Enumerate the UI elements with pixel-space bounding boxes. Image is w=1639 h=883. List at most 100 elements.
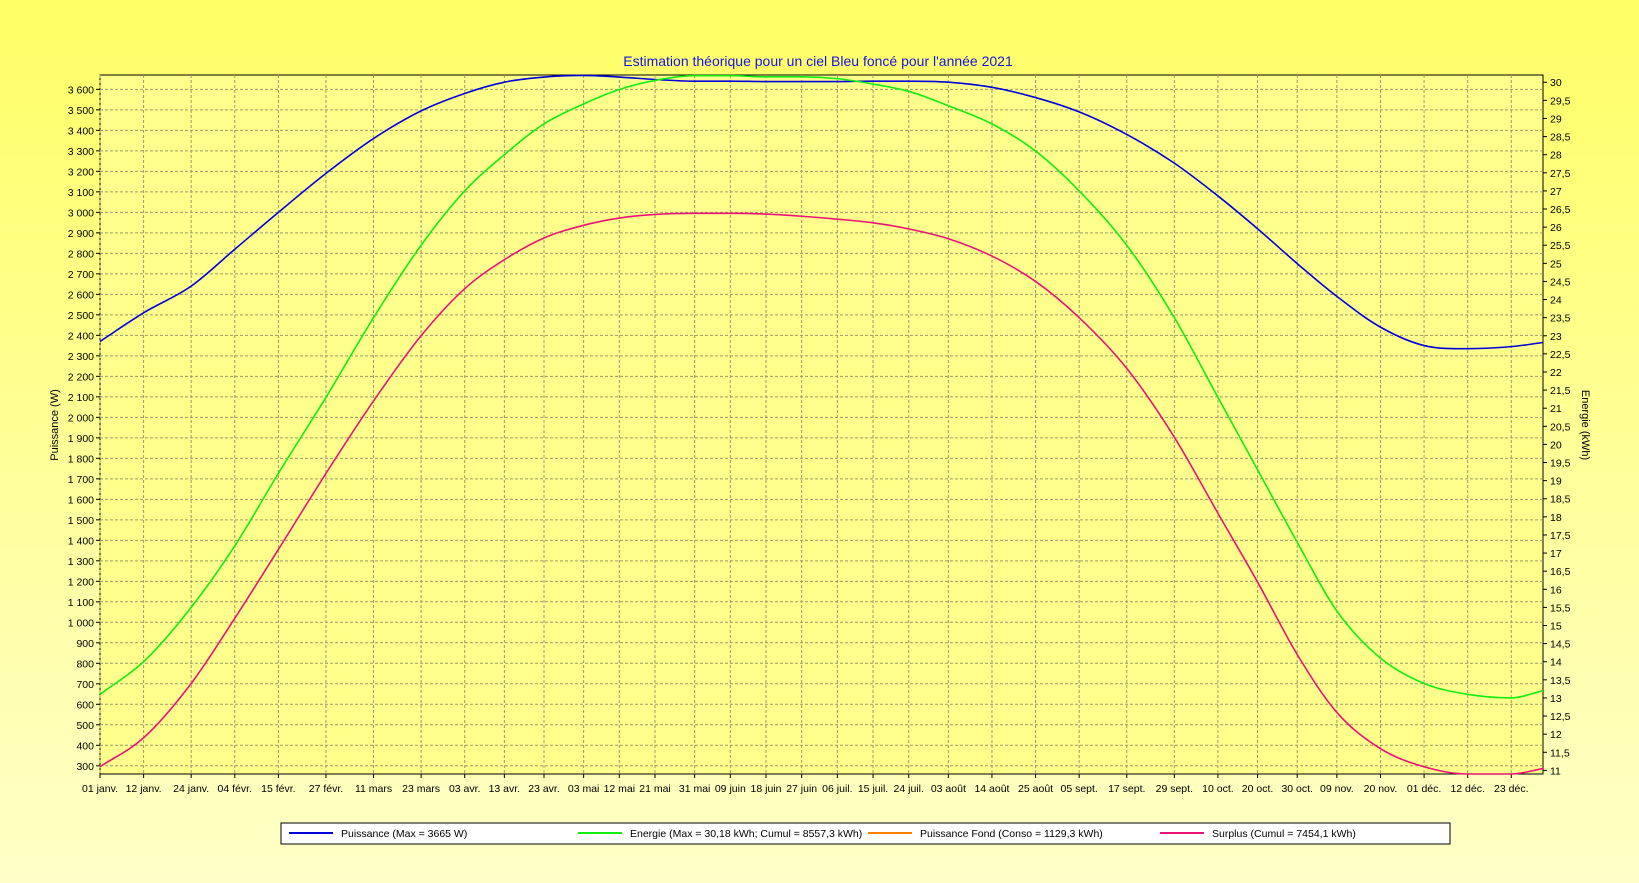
y-left-tick-label: 1 000 — [68, 617, 94, 629]
y-left-tick-label: 400 — [76, 740, 94, 752]
y-left-tick-label: 3 000 — [68, 207, 94, 219]
y-left-tick-label: 2 600 — [68, 289, 94, 301]
y-right-tick-label: 22 — [1550, 367, 1562, 379]
y-left-tick-label: 600 — [76, 699, 94, 711]
y-right-tick-label: 18 — [1550, 512, 1562, 524]
x-tick-label: 30 oct. — [1281, 783, 1313, 795]
y-left-tick-label: 2 200 — [68, 371, 94, 383]
y-right-tick-label: 15 — [1550, 621, 1562, 633]
y-right-tick-label: 13 — [1550, 693, 1562, 705]
y-left-tick-label: 2 100 — [68, 392, 94, 404]
series-line-1 — [99, 74, 1544, 699]
y-right-tick-label: 12 — [1550, 729, 1562, 741]
y-right-tick-label: 22,5 — [1550, 349, 1571, 361]
legend-box — [280, 822, 1451, 845]
x-tick-label: 24 juil. — [894, 783, 924, 795]
y-left-tick-label: 2 000 — [68, 412, 94, 424]
plot-area — [99, 74, 1544, 775]
y-right-tick-label: 17,5 — [1550, 530, 1571, 542]
x-tick-label: 01 déc. — [1407, 783, 1441, 795]
legend: Puissance (Max = 3665 W) Energie (Max = 3… — [280, 822, 1451, 845]
y-right-tick-label: 30 — [1550, 77, 1562, 89]
y-right-tick-label: 24 — [1550, 295, 1562, 307]
x-tick-label: 03 mai — [568, 783, 600, 795]
y-right-tick-label: 27,5 — [1550, 168, 1571, 180]
y-right-tick-label: 25 — [1550, 258, 1562, 270]
y-left-tick-label: 3 200 — [68, 166, 94, 178]
x-tick-label: 03 août — [931, 783, 966, 795]
y-right-tick-label: 16,5 — [1550, 566, 1571, 578]
x-tick-label: 20 oct. — [1242, 783, 1274, 795]
y-left-tick-label: 2 300 — [68, 351, 94, 363]
x-tick-label: 29 sept. — [1156, 783, 1193, 795]
x-tick-label: 20 nov. — [1364, 783, 1398, 795]
x-tick-label: 23 avr. — [528, 783, 560, 795]
y-right-tick-label: 13,5 — [1550, 675, 1571, 687]
y-left-tick-label: 2 900 — [68, 228, 94, 240]
y-right-tick-label: 21 — [1550, 403, 1562, 415]
x-tick-label: 11 mars — [355, 783, 392, 795]
right-axis-ticks: 11 11,5 12 12,5 13 13,5 14 14,5 15 15,5 16 16,5 17 17… — [1543, 77, 1571, 777]
y-right-tick-label: 29 — [1550, 113, 1562, 125]
y-right-tick-label: 14,5 — [1550, 639, 1571, 651]
y-right-tick-label: 19 — [1550, 476, 1562, 488]
y-right-tick-label: 28,5 — [1550, 132, 1571, 144]
y-right-tick-label: 15,5 — [1550, 602, 1571, 614]
x-tick-label: 23 mars — [402, 783, 440, 795]
y-right-tick-label: 29,5 — [1550, 95, 1571, 107]
y-right-tick-label: 24,5 — [1550, 276, 1571, 288]
legend-label-0: Puissance (Max = 3665 W) — [341, 828, 467, 840]
y-left-tick-label: 3 100 — [68, 187, 94, 199]
x-tick-label: 01 janv. — [82, 783, 118, 795]
y-right-tick-label: 21,5 — [1550, 385, 1571, 397]
y-left-tick-label: 1 700 — [68, 474, 94, 486]
y-right-tick-label: 23 — [1550, 331, 1562, 343]
y-right-tick-label: 12,5 — [1550, 711, 1571, 723]
y-right-tick-label: 28 — [1550, 150, 1562, 162]
y-right-tick-label: 11,5 — [1550, 747, 1570, 759]
x-tick-label: 23 déc. — [1494, 783, 1528, 795]
x-axis-ticks: 01 janv. 12 janv. 24 janv. 04 févr. 15 févr.… — [82, 774, 1529, 795]
y-left-tick-label: 3 600 — [68, 84, 94, 96]
x-tick-label: 04 févr. — [218, 783, 252, 795]
series-line-3 — [99, 212, 1544, 775]
y-left-tick-label: 2 500 — [68, 310, 94, 322]
y-left-tick-label: 3 400 — [68, 125, 94, 137]
y-left-tick-label: 1 300 — [68, 556, 94, 568]
x-tick-label: 25 août — [1018, 783, 1053, 795]
y-left-tick-label: 500 — [76, 720, 94, 732]
x-tick-label: 12 janv. — [126, 783, 162, 795]
y-left-tick-label: 2 700 — [68, 269, 94, 281]
y-left-tick-label: 1 800 — [68, 453, 94, 465]
x-tick-label: 15 juil. — [858, 783, 888, 795]
y-right-tick-label: 16 — [1550, 584, 1562, 596]
y-left-tick-label: 3 300 — [68, 146, 94, 158]
y-right-tick-label: 11 — [1550, 765, 1561, 777]
x-tick-label: 13 avr. — [489, 783, 521, 795]
y-right-tick-label: 18,5 — [1550, 494, 1571, 506]
x-tick-label: 03 avr. — [449, 783, 481, 795]
y-left-tick-label: 1 900 — [68, 433, 94, 445]
x-tick-label: 17 sept. — [1108, 783, 1145, 795]
x-tick-label: 09 nov. — [1320, 783, 1354, 795]
series-lines — [99, 74, 1544, 775]
x-tick-label: 27 févr. — [309, 783, 343, 795]
y-right-tick-label: 20,5 — [1550, 421, 1571, 433]
y-left-tick-label: 700 — [76, 679, 94, 691]
x-tick-label: 15 févr. — [261, 783, 295, 795]
y-left-tick-label: 1 500 — [68, 515, 94, 527]
y-left-tick-label: 300 — [76, 761, 94, 773]
y-right-tick-label: 14 — [1550, 657, 1562, 669]
y-right-tick-label: 23,5 — [1550, 313, 1571, 325]
x-tick-label: 21 mai — [639, 783, 671, 795]
y-right-tick-label: 25,5 — [1550, 240, 1571, 252]
x-tick-label: 12 mai — [604, 783, 636, 795]
legend-label-3: Surplus (Cumul = 7454,1 kWh) — [1212, 828, 1356, 840]
y-right-tick-label: 26 — [1550, 222, 1562, 234]
y-left-tick-label: 900 — [76, 638, 94, 650]
y-left-tick-label: 3 500 — [68, 105, 94, 117]
x-tick-label: 18 juin — [751, 783, 782, 795]
y-left-tick-label: 2 800 — [68, 248, 94, 260]
x-tick-label: 06 juil. — [822, 783, 852, 795]
